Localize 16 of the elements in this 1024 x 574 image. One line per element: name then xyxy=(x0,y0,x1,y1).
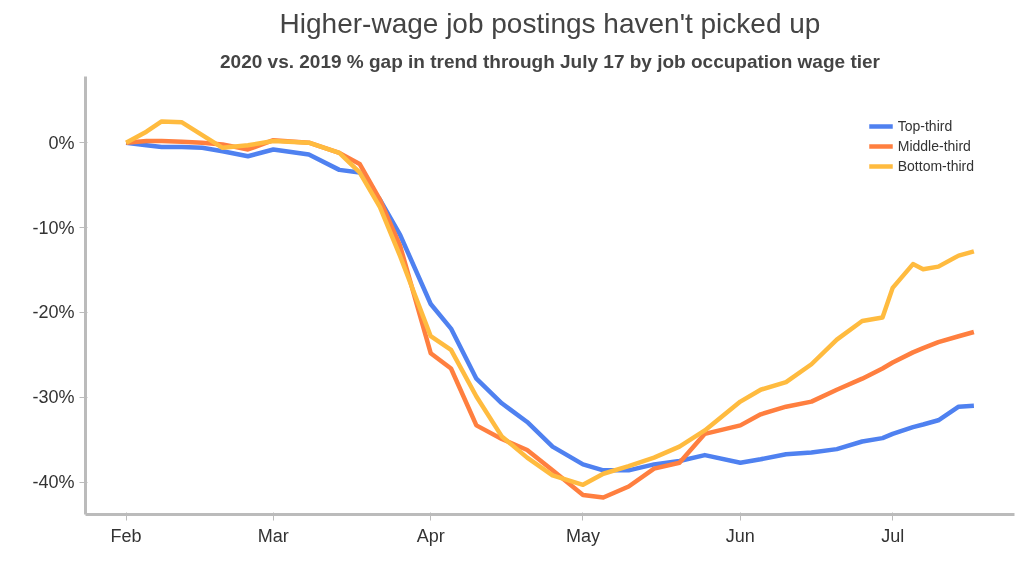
legend-label: Bottom-third xyxy=(897,158,974,174)
chart-title: Higher-wage job postings haven't picked up xyxy=(279,7,821,39)
legend-label: Middle-third xyxy=(897,138,971,154)
x-tick-label: Jul xyxy=(881,525,905,546)
x-tick-label: Jun xyxy=(725,525,755,546)
y-tick-label: 0% xyxy=(48,132,75,153)
x-tick-label: Mar xyxy=(257,525,289,546)
x-tick-label: Feb xyxy=(110,525,142,546)
y-tick-label: -40% xyxy=(32,472,75,493)
x-tick-label: May xyxy=(565,525,601,546)
y-tick-label: -20% xyxy=(32,302,75,323)
y-tick-label: -10% xyxy=(32,217,75,238)
legend-label: Top-third xyxy=(897,118,953,134)
x-tick-label: Apr xyxy=(416,525,445,546)
chart-subtitle: 2020 vs. 2019 % gap in trend through July 17 by job occupation wage tier xyxy=(220,50,881,72)
y-tick-label: -30% xyxy=(32,387,75,408)
